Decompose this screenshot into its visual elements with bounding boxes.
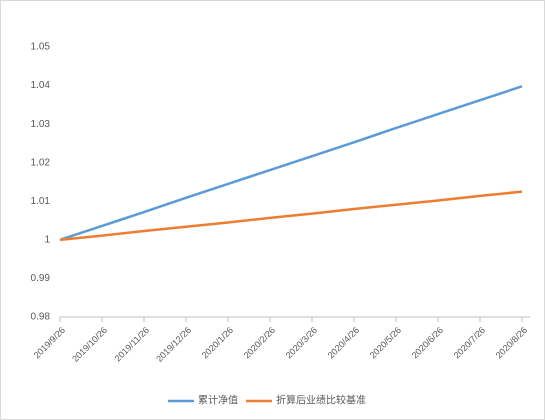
series-line [59, 190, 523, 242]
y-tick-label: 1 [44, 234, 50, 245]
legend-label: 累计净值 [198, 394, 238, 407]
series-line [59, 85, 523, 242]
y-tick-label: 0.98 [31, 312, 51, 323]
y-tick-label: 1.04 [31, 80, 51, 91]
y-tick-label: 0.99 [31, 273, 51, 284]
legend-label: 折算后业绩比较基准 [276, 394, 366, 407]
y-tick-label: 1.03 [31, 119, 51, 130]
y-tick-label: 1.01 [31, 196, 51, 207]
y-tick-label: 1.02 [31, 157, 51, 168]
y-tick-label: 1.05 [31, 42, 51, 53]
